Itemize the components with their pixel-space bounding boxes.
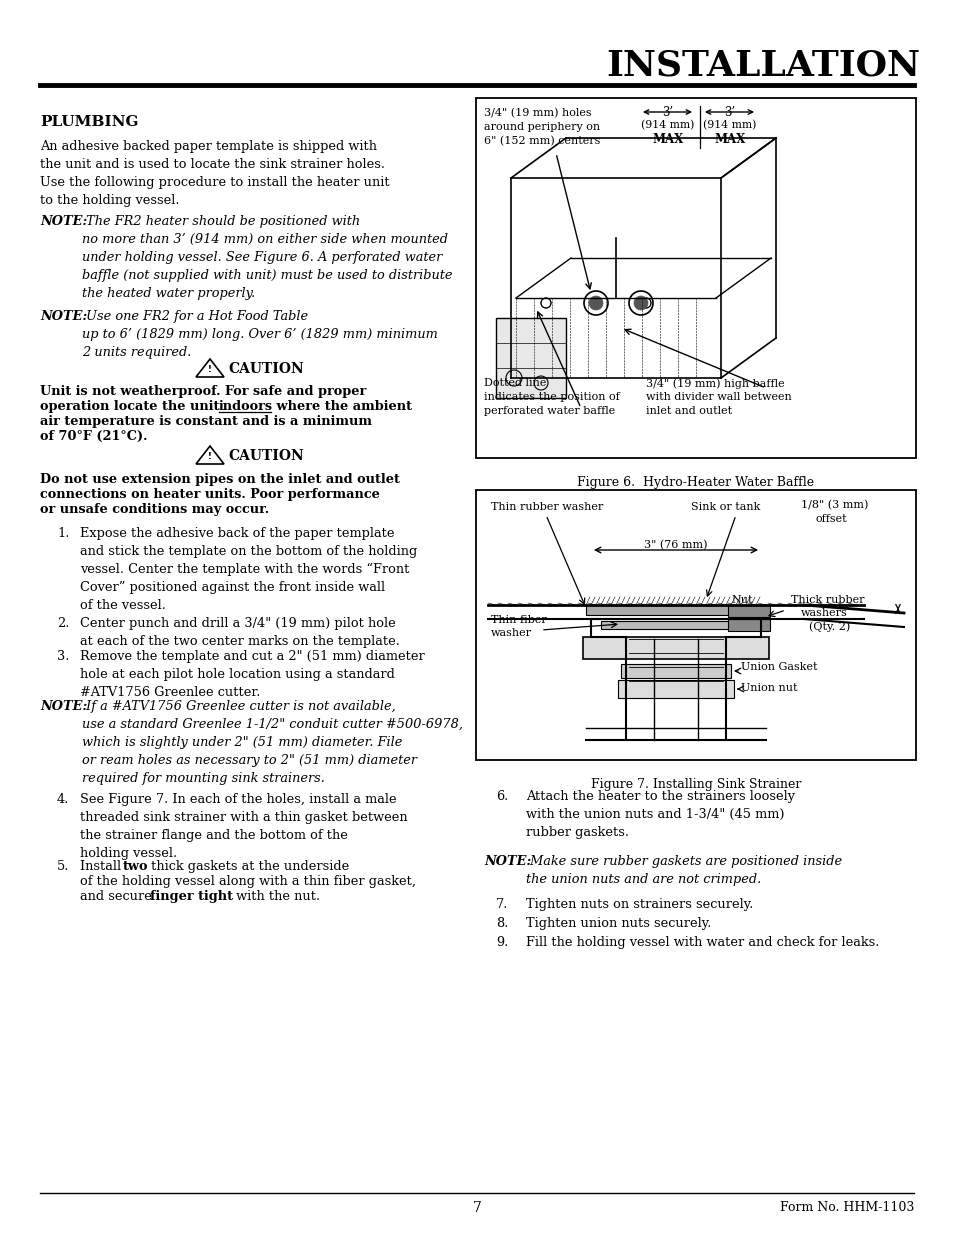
Bar bbox=[727, 619, 769, 631]
Text: Dotted line: Dotted line bbox=[483, 378, 546, 388]
Text: NOTE:: NOTE: bbox=[40, 700, 87, 713]
Text: Use one FR2 for a Hot Food Table
up to 6’ (1829 mm) long. Over 6’ (1829 mm) mini: Use one FR2 for a Hot Food Table up to 6… bbox=[82, 310, 437, 359]
Text: Nut: Nut bbox=[730, 595, 752, 605]
Text: with the nut.: with the nut. bbox=[232, 890, 320, 903]
Text: (Qty. 2): (Qty. 2) bbox=[808, 621, 849, 631]
Text: 3’: 3’ bbox=[661, 106, 673, 119]
Text: An adhesive backed paper template is shipped with
the unit and is used to locate: An adhesive backed paper template is shi… bbox=[40, 140, 389, 207]
Text: Figure 7. Installing Sink Strainer: Figure 7. Installing Sink Strainer bbox=[590, 778, 801, 790]
Text: thick gaskets at the underside: thick gaskets at the underside bbox=[147, 860, 349, 873]
Text: Attach the heater to the strainers loosely
with the union nuts and 1-3/4" (45 mm: Attach the heater to the strainers loose… bbox=[525, 790, 794, 839]
Text: connections on heater units. Poor performance: connections on heater units. Poor perfor… bbox=[40, 488, 379, 501]
Text: Sink or tank: Sink or tank bbox=[690, 501, 760, 513]
Text: Thick rubber: Thick rubber bbox=[790, 595, 863, 605]
Text: 2.: 2. bbox=[57, 618, 70, 630]
Bar bbox=[585, 605, 765, 615]
Text: 3/4" (19 mm) holes: 3/4" (19 mm) holes bbox=[483, 107, 591, 119]
Text: 9.: 9. bbox=[496, 936, 508, 948]
Text: Thin fiber: Thin fiber bbox=[491, 615, 546, 625]
Text: washer: washer bbox=[491, 629, 532, 638]
Text: 6.: 6. bbox=[496, 790, 508, 803]
Text: Union nut: Union nut bbox=[740, 683, 797, 693]
Text: Make sure rubber gaskets are positioned inside
the union nuts and are not crimpe: Make sure rubber gaskets are positioned … bbox=[525, 855, 841, 885]
Text: 8.: 8. bbox=[496, 918, 508, 930]
Text: Do not use extension pipes on the inlet and outlet: Do not use extension pipes on the inlet … bbox=[40, 473, 399, 487]
Text: MAX: MAX bbox=[714, 133, 745, 146]
Text: 3’: 3’ bbox=[723, 106, 735, 119]
Bar bbox=[620, 664, 730, 678]
Text: 3/4" (19 mm) high baffle: 3/4" (19 mm) high baffle bbox=[645, 378, 783, 389]
Text: CAUTION: CAUTION bbox=[228, 362, 303, 375]
Text: Remove the template and cut a 2" (51 mm) diameter
hole at each pilot hole locati: Remove the template and cut a 2" (51 mm)… bbox=[80, 650, 424, 699]
Text: inlet and outlet: inlet and outlet bbox=[645, 406, 731, 416]
Text: of the holding vessel along with a thin fiber gasket,: of the holding vessel along with a thin … bbox=[80, 876, 416, 888]
Text: operation locate the unit: operation locate the unit bbox=[40, 400, 224, 412]
Circle shape bbox=[634, 296, 647, 310]
Text: PLUMBING: PLUMBING bbox=[40, 115, 138, 128]
Text: 3" (76 mm): 3" (76 mm) bbox=[643, 540, 707, 550]
Text: See Figure 7. In each of the holes, install a male
threaded sink strainer with a: See Figure 7. In each of the holes, inst… bbox=[80, 793, 407, 860]
Text: 1.: 1. bbox=[57, 527, 70, 540]
Text: finger tight: finger tight bbox=[150, 890, 233, 903]
Text: of 70°F (21°C).: of 70°F (21°C). bbox=[40, 430, 148, 443]
Text: The FR2 heater should be positioned with
no more than 3’ (914 mm) on either side: The FR2 heater should be positioned with… bbox=[82, 215, 452, 300]
Text: 1/8" (3 mm): 1/8" (3 mm) bbox=[801, 500, 867, 510]
Text: offset: offset bbox=[815, 514, 846, 524]
Text: where the ambient: where the ambient bbox=[272, 400, 412, 412]
Text: 7.: 7. bbox=[496, 898, 508, 911]
Text: NOTE:: NOTE: bbox=[40, 215, 87, 228]
Text: Fill the holding vessel with water and check for leaks.: Fill the holding vessel with water and c… bbox=[525, 936, 879, 948]
Text: Figure 6.  Hydro-Heater Water Baffle: Figure 6. Hydro-Heater Water Baffle bbox=[577, 475, 814, 489]
Text: or unsafe conditions may occur.: or unsafe conditions may occur. bbox=[40, 503, 269, 516]
Text: Center punch and drill a 3/4" (19 mm) pilot hole
at each of the two center marks: Center punch and drill a 3/4" (19 mm) pi… bbox=[80, 618, 399, 648]
Text: Install: Install bbox=[80, 860, 125, 873]
Text: Unit is not weatherproof. For safe and proper: Unit is not weatherproof. For safe and p… bbox=[40, 385, 366, 398]
Text: (914 mm): (914 mm) bbox=[640, 120, 694, 131]
Text: Form No. HHM-1103: Form No. HHM-1103 bbox=[779, 1202, 913, 1214]
Text: Tighten union nuts securely.: Tighten union nuts securely. bbox=[525, 918, 711, 930]
Text: 4.: 4. bbox=[57, 793, 70, 806]
Text: Tighten nuts on strainers securely.: Tighten nuts on strainers securely. bbox=[525, 898, 753, 911]
Text: indoors: indoors bbox=[219, 400, 273, 412]
Text: around periphery on: around periphery on bbox=[483, 122, 599, 132]
Bar bbox=[496, 317, 565, 398]
Bar bbox=[618, 680, 733, 698]
Text: Expose the adhesive back of the paper template
and stick the template on the bot: Expose the adhesive back of the paper te… bbox=[80, 527, 416, 613]
Text: Thin rubber washer: Thin rubber washer bbox=[491, 501, 602, 513]
Circle shape bbox=[588, 296, 602, 310]
Text: air temperature is constant and is a minimum: air temperature is constant and is a min… bbox=[40, 415, 372, 429]
Text: perforated water baffle: perforated water baffle bbox=[483, 406, 615, 416]
Text: washers: washers bbox=[801, 608, 847, 618]
Bar bbox=[600, 621, 750, 629]
Bar bbox=[476, 98, 915, 458]
Text: !: ! bbox=[208, 452, 212, 461]
Text: INSTALLATION: INSTALLATION bbox=[605, 48, 919, 82]
Bar bbox=[582, 637, 768, 659]
Text: with divider wall between: with divider wall between bbox=[645, 391, 791, 403]
Text: !: ! bbox=[208, 364, 212, 373]
Text: (914 mm): (914 mm) bbox=[702, 120, 756, 131]
Text: 3.: 3. bbox=[57, 650, 70, 663]
Text: Union Gasket: Union Gasket bbox=[740, 662, 817, 672]
Text: and secure: and secure bbox=[80, 890, 156, 903]
Text: NOTE:: NOTE: bbox=[483, 855, 531, 868]
Bar bbox=[476, 490, 915, 760]
Text: two: two bbox=[123, 860, 149, 873]
Bar bbox=[727, 605, 769, 618]
Text: indicates the position of: indicates the position of bbox=[483, 391, 619, 403]
Text: NOTE:: NOTE: bbox=[40, 310, 87, 324]
Text: 6" (152 mm) centers: 6" (152 mm) centers bbox=[483, 136, 599, 146]
Text: If a #ATV1756 Greenlee cutter is not available,
use a standard Greenlee 1-1/2" c: If a #ATV1756 Greenlee cutter is not ava… bbox=[82, 700, 462, 785]
Text: CAUTION: CAUTION bbox=[228, 450, 303, 463]
Text: 7: 7 bbox=[472, 1200, 481, 1215]
Text: MAX: MAX bbox=[652, 133, 683, 146]
Text: 5.: 5. bbox=[57, 860, 70, 873]
